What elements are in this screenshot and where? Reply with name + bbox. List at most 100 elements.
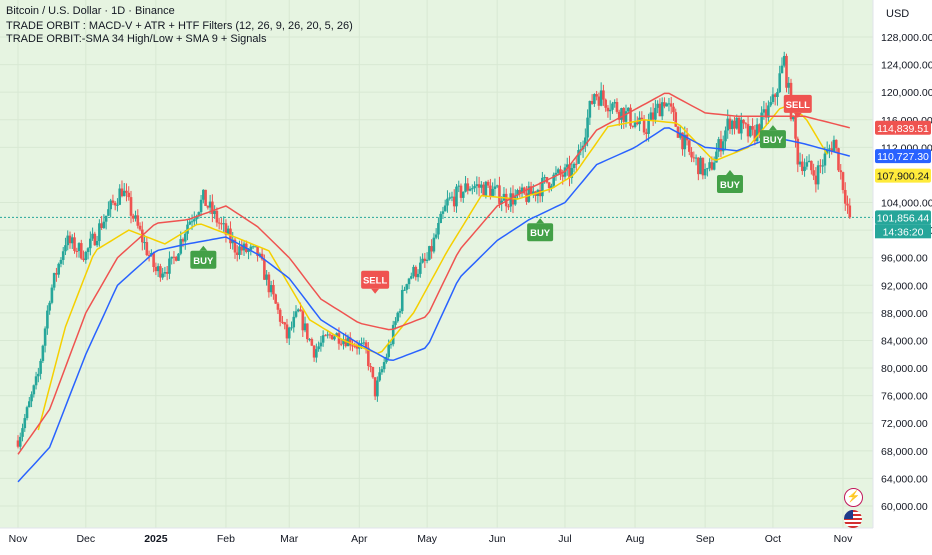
currency-selector[interactable]: USD <box>886 8 910 20</box>
y-tick-label: 96,000.00 <box>881 253 928 265</box>
candle-up <box>396 312 400 322</box>
candle-down <box>111 200 115 203</box>
candle-up <box>21 428 24 437</box>
countdown-text: 14:36:20 <box>883 226 924 238</box>
candle-down <box>839 170 843 173</box>
candle-up <box>446 198 449 206</box>
y-tick-label: 64,000.00 <box>881 473 928 485</box>
sell-signal-box <box>783 94 812 113</box>
candle-up <box>484 181 488 197</box>
candle-down <box>561 174 565 177</box>
candle-up <box>532 191 535 195</box>
candle-up <box>321 335 325 343</box>
candle-up <box>649 112 653 121</box>
candle-down <box>746 124 750 137</box>
candle-up <box>86 248 90 252</box>
candle-down <box>373 377 377 397</box>
candle-up <box>77 243 81 252</box>
candle-down <box>278 309 282 322</box>
candle-down <box>127 192 131 198</box>
candle-down <box>131 215 135 219</box>
candle-down <box>154 266 158 272</box>
candle-up <box>588 101 592 118</box>
candle-up <box>41 345 45 361</box>
candle-down <box>758 124 761 135</box>
candle-down <box>263 259 266 280</box>
candle-up <box>428 246 431 260</box>
candle-down <box>595 94 598 97</box>
indicator-legend-sma[interactable]: TRADE ORBIT:-SMA 34 High/Low + SMA 9 + S… <box>6 33 267 45</box>
candle-up <box>161 273 164 278</box>
candle-up <box>660 102 664 117</box>
candle-up <box>362 342 366 344</box>
candle-down <box>651 112 655 120</box>
candle-down <box>658 103 662 117</box>
candle-up <box>780 65 784 74</box>
candle-down <box>220 223 223 225</box>
candle-up <box>48 302 51 311</box>
price-label: 114,839.51 <box>875 120 931 135</box>
candle-up <box>296 309 300 312</box>
buy-signal-box <box>759 130 786 149</box>
candle-up <box>102 221 106 228</box>
candle-up <box>34 376 38 386</box>
candle-up <box>599 90 603 106</box>
candle-down <box>355 346 359 349</box>
candle-up <box>767 105 770 118</box>
price-label: 101,856.44 <box>875 210 931 225</box>
candle-up <box>541 177 544 197</box>
candle-up <box>400 290 404 312</box>
candle-down <box>631 125 635 127</box>
candle-down <box>430 246 433 252</box>
candle-up <box>303 323 307 331</box>
candle-down <box>692 157 696 159</box>
candle-up <box>319 342 323 347</box>
candle-up <box>122 190 126 197</box>
candle-up <box>290 327 293 329</box>
candle-down <box>642 119 646 133</box>
candle-up <box>434 234 438 238</box>
candle-down <box>504 193 508 207</box>
candle-down <box>206 205 210 208</box>
candle-down <box>181 239 185 242</box>
candle-down <box>834 139 838 149</box>
candle-up <box>412 266 415 277</box>
candle-up <box>46 310 49 329</box>
candle-down <box>55 273 58 275</box>
symbol-title[interactable]: Bitcoin / U.S. Dollar · 1D · Binance <box>6 5 175 17</box>
candle-up <box>570 168 574 178</box>
candle-down <box>733 120 736 129</box>
candle-up <box>64 245 67 252</box>
candle-up <box>308 339 311 341</box>
candle-up <box>168 258 171 274</box>
candle-up <box>25 407 29 419</box>
y-tick-label: 72,000.00 <box>881 418 928 430</box>
signal-zone-background <box>0 0 873 528</box>
candle-up <box>620 108 623 120</box>
signal-label: BUY <box>193 256 214 267</box>
candle-down <box>674 112 678 127</box>
candle-up <box>238 246 241 255</box>
candle-down <box>129 197 133 216</box>
candle-down <box>486 181 490 186</box>
candle-down <box>615 102 619 112</box>
candle-up <box>520 187 524 194</box>
candle-down <box>742 119 745 124</box>
lightning-icon[interactable]: ⚡ <box>844 488 863 507</box>
candle-down <box>690 151 693 158</box>
candle-down <box>274 294 277 304</box>
us-flag-icon[interactable] <box>844 510 862 528</box>
candle-up <box>39 360 42 374</box>
indicator-legend-macd[interactable]: TRADE ORBIT : MACD-V + ATR + HTF Filters… <box>6 20 353 32</box>
sma34-high-line <box>17 92 850 455</box>
candle-down <box>204 189 207 206</box>
candle-up <box>213 210 216 215</box>
y-tick-label: 92,000.00 <box>881 280 928 292</box>
candle-down <box>82 258 85 261</box>
price-label-box <box>875 210 931 225</box>
candle-up <box>739 119 743 134</box>
x-tick-label: 2025 <box>144 533 168 545</box>
candle-up <box>292 316 296 328</box>
